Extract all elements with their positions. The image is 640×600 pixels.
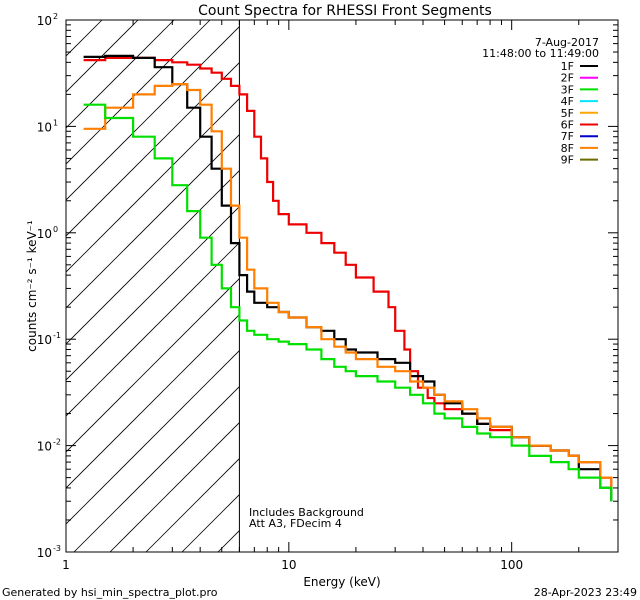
legend-label-8F: 8F: [561, 142, 574, 155]
hatch-line: [145, 458, 240, 552]
x-axis: 1 10 100: [62, 20, 619, 572]
hatch-line: [66, 206, 240, 381]
footer-timestamp: 28-Apr-2023 23:49: [534, 586, 637, 599]
legend-label-5F: 5F: [561, 107, 574, 120]
hatch-line: [66, 134, 240, 309]
y-tick-label: 10: [37, 120, 52, 134]
legend-label-4F: 4F: [561, 95, 574, 108]
attenuator-note: Includes Background: [249, 506, 364, 519]
hatch-line: [66, 20, 175, 129]
x-axis-label: Energy (keV): [303, 575, 380, 589]
background-hatch-region: [66, 20, 240, 552]
legend-label-7F: 7F: [561, 130, 574, 143]
hatch-line: [66, 314, 240, 489]
y-tick-label: 10: [37, 333, 52, 347]
x-tick-label: 1: [62, 558, 70, 572]
legend-label-3F: 3F: [561, 83, 574, 96]
time-range-label: 11:48:00 to 11:49:00: [482, 47, 599, 60]
y-tick-exponent: 0: [53, 225, 58, 234]
hatch-line: [66, 242, 240, 417]
series-6F: [83, 56, 613, 488]
series-group: [83, 54, 613, 502]
y-axis-label: counts cm⁻² s⁻¹ keV⁻¹: [25, 220, 39, 352]
date-label: 7-Aug-2017: [535, 36, 599, 49]
y-tick-exponent: 1: [53, 118, 58, 127]
series-1F: [83, 54, 613, 502]
y-tick-label: 10: [37, 546, 52, 560]
hatch-line: [66, 170, 240, 345]
y-tick-exponent: -2: [53, 438, 61, 447]
x-tick-label: 10: [281, 558, 296, 572]
hatch-line: [66, 278, 240, 453]
legend-label-6F: 6F: [561, 119, 574, 132]
hatch-line: [66, 350, 240, 525]
legend-label-2F: 2F: [561, 72, 574, 85]
y-tick-label: 10: [37, 440, 52, 454]
y-tick-exponent: -1: [53, 331, 61, 340]
hatch-line: [66, 98, 240, 273]
hatch-line: [73, 386, 240, 552]
y-tick-label: 10: [37, 227, 52, 241]
plot-frame: [65, 19, 619, 553]
hatch-line: [109, 422, 240, 552]
legend-label-9F: 9F: [561, 154, 574, 167]
chart-title: Count Spectra for RHESSI Front Segments: [198, 3, 492, 19]
attenuator-label: Att A3, FDecim 4: [249, 517, 342, 530]
hatch-line: [66, 26, 240, 201]
series-3F: [83, 103, 613, 502]
x-tick-label: 100: [500, 558, 523, 572]
hatch-line: [217, 530, 240, 552]
hatch-line: [66, 20, 103, 57]
legend-label-1F: 1F: [561, 60, 574, 73]
y-tick-exponent: 2: [53, 12, 58, 21]
y-tick-label: 10: [37, 14, 52, 28]
y-tick-exponent: -3: [53, 544, 61, 553]
generated-by-label: Generated by hsi_min_spectra_plot.pro: [2, 586, 218, 599]
